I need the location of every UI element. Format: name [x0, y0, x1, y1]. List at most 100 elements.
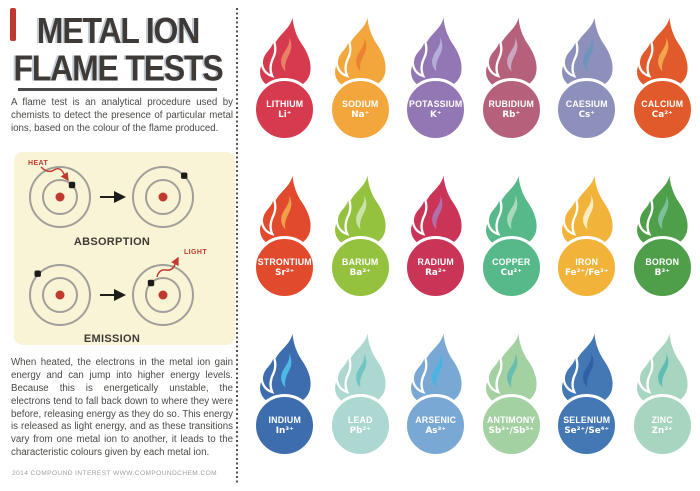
element-name: BORON — [645, 257, 680, 267]
element-ion: As³⁺ — [425, 426, 447, 436]
heat-arrow — [40, 166, 69, 182]
element-badge: COPPER Cu²⁺ — [479, 236, 543, 299]
flame-icon — [637, 333, 688, 406]
absorption-emission-diagram: HEAT ABSORPTION — [14, 152, 235, 345]
element-ion: Zn²⁺ — [651, 426, 673, 436]
element-name: INDIUM — [268, 415, 301, 425]
element-ion: In³⁺ — [275, 426, 294, 436]
flame-icon — [486, 333, 537, 406]
element-name: IRON — [575, 257, 599, 267]
element-badge: ARSENIC As³⁺ — [404, 394, 468, 457]
element-badge: RADIUM Ra²⁺ — [404, 236, 468, 299]
flame-icon — [637, 17, 688, 90]
light-label: LIGHT — [184, 249, 207, 256]
element-badge: LEAD Pb²⁺ — [328, 394, 392, 457]
flame-cell: LEAD Pb²⁺ — [323, 332, 399, 457]
flame-icon — [486, 17, 537, 90]
element-ion: Cs⁺ — [578, 110, 595, 120]
element-name: POTASSIUM — [409, 99, 463, 109]
element-name: ZINC — [651, 415, 673, 425]
element-ion: Cu²⁺ — [500, 268, 522, 278]
element-badge: CALCIUM Ca²⁺ — [630, 78, 694, 141]
red-edge-mark — [10, 8, 16, 41]
flame-cell: RADIUM Ra²⁺ — [398, 174, 474, 299]
element-ion: Fe²⁺/Fe³⁺ — [565, 268, 609, 278]
body-paragraph: When heated, the electrons in the metal … — [11, 357, 233, 459]
flame-grid: LITHIUM Li⁺ SODIUM Na⁺ POTASSIUM K⁺ — [247, 16, 700, 457]
flame-cell: RUBIDIUM Rb⁺ — [474, 16, 550, 141]
flame-cell: BARIUM Ba²⁺ — [323, 174, 399, 299]
element-ion: K⁺ — [430, 110, 442, 120]
element-ion: Ba²⁺ — [349, 268, 371, 278]
flame-icon — [486, 175, 537, 248]
element-badge: SODIUM Na⁺ — [328, 78, 392, 141]
element-ion: Rb⁺ — [502, 110, 521, 120]
flame-icon — [561, 17, 613, 90]
flame-cell: ARSENIC As³⁺ — [398, 332, 474, 457]
emission-label: EMISSION — [84, 333, 140, 345]
flame-icon — [561, 333, 613, 406]
element-badge: INDIUM In³⁺ — [253, 394, 317, 457]
element-ion: Ca²⁺ — [651, 110, 673, 120]
flame-cell: STRONTIUM Sr²⁺ — [247, 174, 323, 299]
flame-cell: ZINC Zn²⁺ — [625, 332, 700, 457]
flame-cell: INDIUM In³⁺ — [247, 332, 323, 457]
dotted-divider — [236, 8, 238, 483]
element-badge: POTASSIUM K⁺ — [404, 78, 468, 141]
flame-icon — [335, 333, 386, 406]
element-name: ARSENIC — [415, 415, 457, 425]
element-name: ANTIMONY — [486, 415, 536, 425]
flame-icon — [259, 175, 311, 248]
copyright-footer: 2014 COMPOUND INTEREST WWW.COMPOUNDCHEM.… — [12, 470, 218, 477]
element-ion: Na⁺ — [351, 110, 370, 120]
element-name: RUBIDIUM — [488, 99, 535, 109]
flame-icon — [335, 175, 386, 248]
page-title: METAL ION FLAME TESTS — [0, 12, 236, 86]
element-name: STRONTIUM — [257, 257, 312, 267]
flame-icon — [637, 175, 688, 248]
element-ion: Sb³⁺/Sb⁵⁺ — [488, 426, 534, 436]
element-badge: RUBIDIUM Rb⁺ — [479, 78, 543, 141]
absorption-label: ABSORPTION — [74, 236, 150, 248]
element-badge: CAESIUM Cs⁺ — [555, 78, 619, 141]
flame-cell: ANTIMONY Sb³⁺/Sb⁵⁺ — [474, 332, 550, 457]
title-line-1: METAL ION — [36, 9, 200, 51]
light-arrow — [156, 256, 179, 278]
element-ion: Se²⁺/Se⁴⁺ — [564, 426, 610, 436]
element-badge: STRONTIUM Sr²⁺ — [253, 236, 317, 299]
flame-icon — [335, 17, 386, 90]
flame-cell: CAESIUM Cs⁺ — [549, 16, 625, 141]
flame-icon — [259, 333, 311, 406]
element-name: SODIUM — [342, 99, 379, 109]
flame-icon — [410, 175, 462, 248]
element-name: CALCIUM — [641, 99, 684, 109]
element-name: SELENIUM — [563, 415, 611, 425]
flame-icon — [561, 175, 613, 248]
title-underline — [18, 88, 217, 91]
element-name: RADIUM — [417, 257, 454, 267]
element-name: BARIUM — [342, 257, 379, 267]
element-badge: SELENIUM Se²⁺/Se⁴⁺ — [555, 394, 619, 457]
element-name: CAESIUM — [565, 99, 608, 109]
element-badge: ZINC Zn²⁺ — [630, 394, 694, 457]
element-badge: BARIUM Ba²⁺ — [328, 236, 392, 299]
element-badge: LITHIUM Li⁺ — [253, 78, 317, 141]
flame-cell: CALCIUM Ca²⁺ — [625, 16, 700, 141]
element-ion: Ra²⁺ — [425, 268, 447, 278]
atom-excited-state-2 — [29, 264, 91, 326]
element-badge: IRON Fe²⁺/Fe³⁺ — [555, 236, 619, 299]
flame-cell: POTASSIUM K⁺ — [398, 16, 474, 141]
flame-cell: COPPER Cu²⁺ — [474, 174, 550, 299]
element-name: LITHIUM — [266, 99, 304, 109]
element-ion: B³⁺ — [654, 268, 670, 278]
element-ion: Li⁺ — [278, 110, 292, 120]
atom-relaxed-state — [132, 264, 194, 326]
flame-cell: IRON Fe²⁺/Fe³⁺ — [549, 174, 625, 299]
atom-diagram-svg: HEAT ABSORPTION — [28, 160, 207, 345]
element-name: LEAD — [347, 415, 373, 425]
flame-cell: BORON B³⁺ — [625, 174, 700, 299]
heat-label: HEAT — [28, 160, 48, 167]
element-name: COPPER — [492, 257, 531, 267]
flame-cell: SELENIUM Se²⁺/Se⁴⁺ — [549, 332, 625, 457]
element-ion: Sr²⁺ — [275, 268, 295, 278]
